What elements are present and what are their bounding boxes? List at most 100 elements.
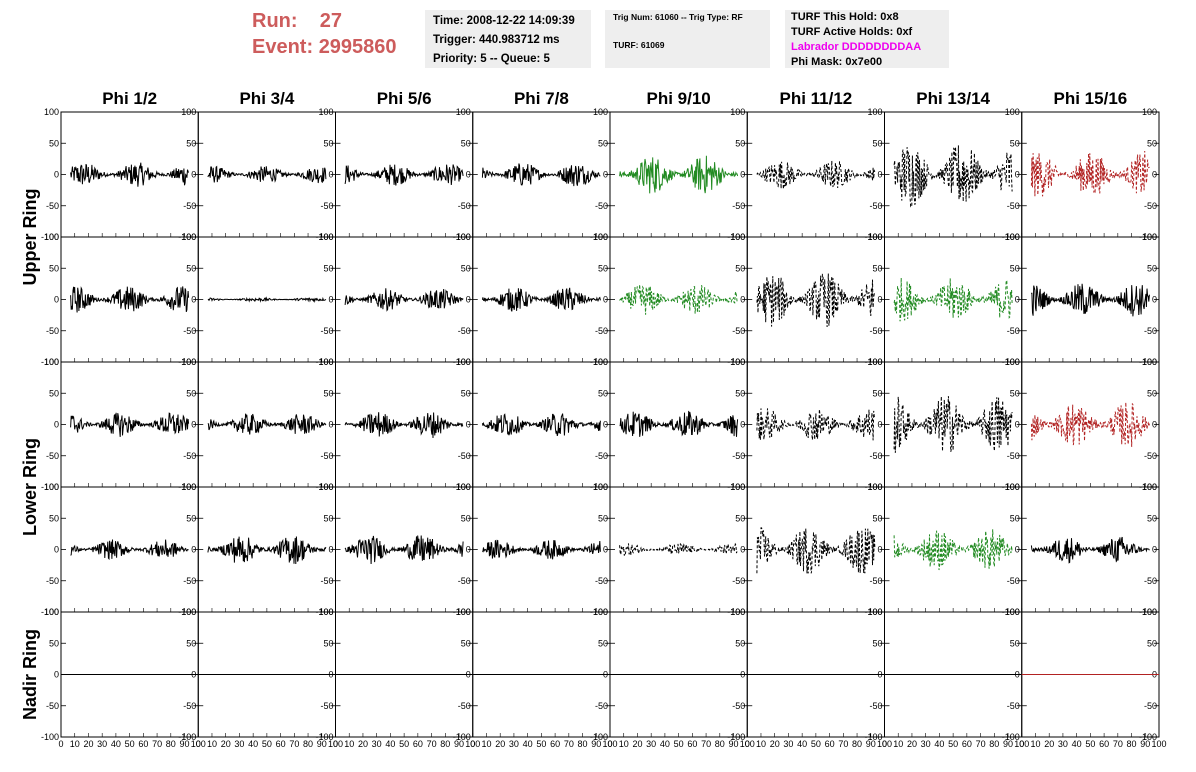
y-tick-label: 0 [740,170,745,180]
y-tick-label: 0 [877,420,882,430]
waveform-trace [893,529,1013,571]
y-tick-label: 0 [740,420,745,430]
y-tick-label: -50 [869,576,882,586]
x-tick-label: 40 [797,739,807,749]
x-tick-label: 0 [196,739,201,749]
x-tick-label: 60 [138,739,148,749]
y-tick-label: 0 [328,670,333,680]
x-tick-label: 60 [825,739,835,749]
y-tick-label: 0 [603,420,608,430]
y-tick-label: 50 [1147,263,1157,273]
column-title: Phi 11/12 [779,89,852,108]
waveform-trace [344,535,464,565]
ring-title: Lower Ring [20,438,40,536]
x-tick-label: 90 [866,739,876,749]
y-tick-label: -50 [1007,326,1020,336]
waveform-trace [619,542,739,556]
column-title: Phi 7/8 [514,89,569,108]
x-tick-label: 10 [70,739,80,749]
x-tick-label: 30 [921,739,931,749]
column-title: Phi 5/6 [377,89,432,108]
x-tick-label: 30 [234,739,244,749]
y-tick-label: 50 [598,138,608,148]
waveform-trace [893,277,1013,322]
y-tick-label: 100 [456,232,471,242]
y-tick-label: 100 [593,357,608,367]
x-tick-label: 40 [660,739,670,749]
y-tick-label: -50 [320,201,333,211]
waveform-trace [207,165,327,184]
turf-hold-line: TURF This Hold: 0x8 [791,11,899,23]
event-value: 2995860 [318,36,397,58]
x-tick-label: 40 [934,739,944,749]
x-tick-label: 0 [470,739,475,749]
y-tick-label: 50 [1010,388,1020,398]
y-tick-label: 50 [735,638,745,648]
x-tick-label: 40 [111,739,121,749]
y-tick-label: -100 [727,732,745,742]
x-tick-label: 40 [385,739,395,749]
y-tick-label: 0 [54,170,59,180]
y-tick-label: -100 [1002,732,1020,742]
x-tick-label: 20 [770,739,780,749]
y-tick-label: 100 [1005,482,1020,492]
trig-info-box: Trig Num: 61060 -- Trig Type: RF TURF: 6… [605,10,770,68]
x-tick-label: 80 [852,739,862,749]
x-tick-label: 50 [1085,739,1095,749]
x-tick-label: 60 [1099,739,1109,749]
waveform-trace [207,413,327,435]
y-tick-label: 0 [740,295,745,305]
y-tick-label: -50 [183,576,196,586]
phi-mask-line: Phi Mask: 0x7e00 [791,56,883,68]
y-tick-label: -100 [864,732,882,742]
y-tick-label: 100 [730,357,745,367]
y-tick-label: 100 [318,357,333,367]
y-tick-label: 0 [466,670,471,680]
x-tick-label: 20 [221,739,231,749]
y-tick-label: 50 [1010,263,1020,273]
x-tick-label: 60 [962,739,972,749]
y-tick-label: 0 [603,670,608,680]
y-tick-label: 0 [877,295,882,305]
y-tick-label: -50 [46,701,59,711]
x-tick-label: 80 [303,739,313,749]
y-tick-label: 100 [44,232,59,242]
y-tick-label: -100 [315,732,333,742]
turf-active-line: TURF Active Holds: 0xf [791,26,913,38]
y-tick-label: 0 [603,295,608,305]
x-tick-label: 50 [262,739,272,749]
x-tick-label: 80 [989,739,999,749]
y-tick-label: -50 [732,451,745,461]
waveform-trace [482,539,601,560]
y-tick-label: -50 [1144,326,1157,336]
time-line: Time: 2008-12-22 14:09:39 [433,15,575,27]
column-title: Phi 9/10 [646,89,710,108]
x-tick-label: 40 [1072,739,1082,749]
waveform-trace [344,412,464,439]
x-tick-label: 10 [756,739,766,749]
x-tick-label: 90 [1140,739,1150,749]
waveform-trace [756,408,876,441]
x-tick-label: 90 [317,739,327,749]
waveform-trace [619,410,739,437]
y-tick-label: -100 [1139,732,1157,742]
panel-frame [197,111,336,238]
x-tick-label: 70 [289,739,299,749]
x-tick-label: 0 [745,739,750,749]
y-tick-label: 100 [1142,232,1157,242]
y-tick-label: -50 [458,451,471,461]
x-tick-label: 10 [1030,739,1040,749]
ring-title: Upper Ring [20,189,40,286]
y-tick-label: 50 [598,638,608,648]
x-tick-label: 50 [399,739,409,749]
x-tick-label: 50 [125,739,135,749]
x-tick-label: 0 [607,739,612,749]
run-label: Run: [252,10,298,32]
y-tick-label: 50 [461,263,471,273]
x-tick-label: 30 [646,739,656,749]
y-tick-label: 0 [328,295,333,305]
y-tick-label: -50 [458,201,471,211]
waveform-trace [207,536,327,565]
y-tick-label: 50 [872,388,882,398]
x-tick-label: 90 [1003,739,1013,749]
